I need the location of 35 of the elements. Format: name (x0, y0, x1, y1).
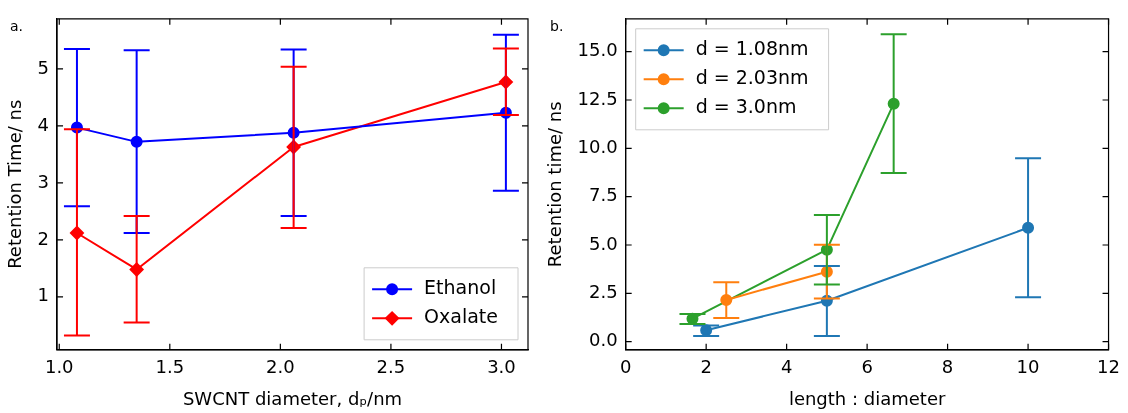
text: a. (10, 17, 24, 34)
legend-label: Oxalate (424, 305, 498, 328)
y-tick-label: 5.0 (589, 232, 618, 254)
x-tick-label: 1.0 (44, 356, 74, 378)
x-tick-label: 2.0 (266, 356, 295, 378)
x-tick-label: 4 (780, 356, 793, 378)
legend-label: d = 3.0nm (695, 95, 797, 118)
x-tick-label: 8 (941, 356, 954, 378)
y-tick-label: 5 (37, 56, 50, 78)
x-axis-title: length : diameter (788, 387, 946, 409)
x-tick-label: 12 (1097, 356, 1120, 378)
y-tick-label: 3 (37, 170, 50, 192)
x-tick-label: 6 (861, 356, 873, 378)
y-tick-label: 2.5 (589, 281, 618, 303)
x-tick-label: 2.5 (376, 356, 406, 378)
y-tick-label: 15.0 (577, 39, 618, 61)
x-tick-label: 2 (700, 356, 712, 378)
y-tick-label: 2 (37, 227, 50, 249)
x-tick-label: 10 (1016, 356, 1040, 378)
x-tick-label: 0 (619, 356, 632, 378)
y-tick-label: 1 (37, 284, 50, 306)
y-axis-title: Retention Time/ ns (4, 99, 26, 269)
y-tick-label: 12.5 (577, 87, 618, 109)
y-tick-label: 4 (37, 113, 50, 135)
y-tick-label: 0.0 (589, 329, 618, 351)
legend-label: d = 1.08nm (695, 37, 809, 60)
x-tick-label: 1.5 (155, 356, 185, 378)
y-axis-title: Retention time/ ns (544, 101, 566, 268)
legend-label: Ethanol (424, 276, 497, 299)
x-tick-label: 3.0 (487, 356, 516, 378)
x-axis-title: SWCNT diameter, dₚ/nm (182, 387, 403, 409)
legend-label: d = 2.03nm (695, 66, 809, 89)
text: b. (550, 17, 564, 34)
y-tick-label: 10.0 (577, 136, 618, 158)
y-tick-label: 7.5 (589, 184, 618, 206)
